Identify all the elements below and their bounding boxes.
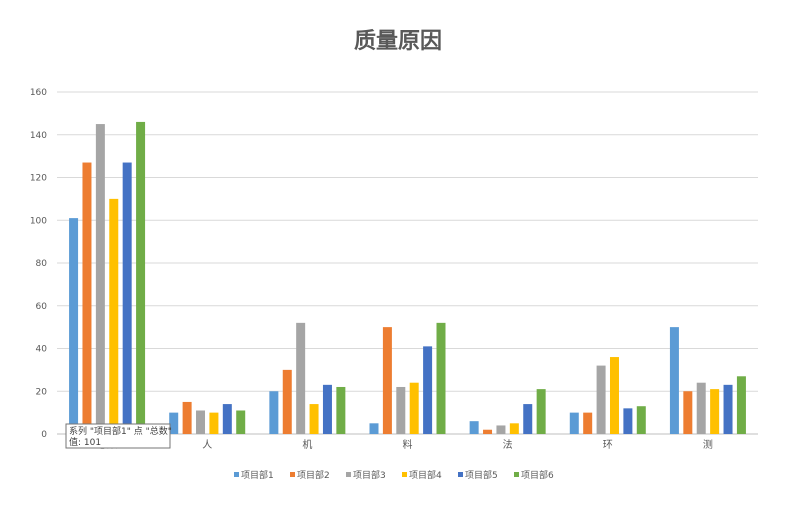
bar: [222, 404, 232, 434]
bar: [169, 412, 179, 434]
legend-label: 项目部4: [409, 469, 442, 481]
y-tick-label: 60: [36, 302, 48, 312]
bar: [509, 423, 519, 434]
bar: [369, 423, 379, 434]
bar: [723, 384, 733, 434]
y-tick-label: 160: [30, 88, 47, 98]
y-axis-tick-labels: 0 20 40 60 80 100 120 140 160: [30, 88, 47, 440]
bar: [436, 322, 446, 434]
bar: [82, 162, 92, 434]
bar: [736, 376, 746, 434]
chart-title: 质量原因: [354, 28, 442, 54]
bar: [523, 404, 533, 434]
x-category-label: 法: [503, 438, 513, 451]
bar: [710, 389, 720, 434]
y-tick-label: 80: [36, 259, 48, 269]
bar: [596, 365, 606, 434]
legend-swatch: [402, 472, 407, 477]
y-tick-label: 120: [30, 174, 47, 184]
bar: [296, 322, 306, 434]
bar: [236, 410, 246, 434]
gridlines: [57, 91, 758, 435]
x-category-label: 环: [603, 440, 613, 451]
bar: [669, 327, 679, 434]
legend: 项目部1 项目部2 项目部3 项目部4 项目部5 项目部6: [234, 469, 554, 481]
bar: [683, 391, 693, 434]
legend-swatch: [346, 472, 351, 477]
bar: [182, 401, 192, 434]
bar: [583, 412, 593, 434]
bar: [336, 386, 346, 434]
legend-label: 项目部6: [521, 469, 554, 481]
bar: [69, 218, 79, 434]
bar: [196, 410, 206, 434]
bar: [269, 391, 279, 434]
tooltip-line-series: 系列 "项目部1" 点 "总数": [69, 425, 172, 437]
bar: [536, 389, 546, 434]
bar: [122, 162, 132, 434]
bar: [469, 421, 479, 434]
bar: [209, 412, 219, 434]
bar: [309, 404, 319, 434]
legend-swatch: [290, 472, 295, 477]
bar: [382, 327, 392, 434]
legend-swatch: [234, 472, 239, 477]
bar: [322, 384, 332, 434]
bar: [483, 429, 493, 434]
legend-label: 项目部1: [241, 469, 274, 481]
y-tick-label: 0: [41, 430, 47, 440]
bar: [136, 121, 146, 435]
legend-swatch: [458, 472, 463, 477]
bar: [623, 408, 633, 434]
bar: [496, 425, 506, 434]
tooltip-box: [65, 423, 171, 449]
bar: [696, 382, 706, 434]
bar: [109, 198, 119, 434]
bar: [569, 412, 579, 434]
legend-label: 项目部5: [465, 469, 498, 481]
y-tick-label: 40: [36, 345, 48, 355]
y-tick-label: 140: [30, 131, 47, 141]
x-category-label: 测: [703, 438, 713, 451]
x-category-label: 机: [302, 438, 312, 451]
bar: [636, 406, 646, 434]
bars: [69, 121, 746, 435]
x-axis-category-labels: 总数人机料法环测: [97, 438, 713, 451]
bar: [409, 382, 419, 434]
y-tick-label: 20: [36, 387, 48, 397]
bar: [95, 124, 105, 434]
data-tooltip: 系列 "项目部1" 点 "总数" 值: 101: [65, 423, 172, 449]
bar: [423, 346, 433, 434]
bar: [282, 369, 292, 434]
bar: [609, 357, 619, 434]
bar: [396, 386, 406, 434]
x-category-label: 人: [202, 439, 212, 451]
tooltip-line-value: 值: 101: [69, 436, 101, 448]
legend-swatch: [514, 472, 519, 477]
legend-label: 项目部2: [297, 469, 330, 481]
y-tick-label: 100: [30, 216, 47, 226]
legend-label: 项目部3: [353, 469, 386, 481]
x-category-label: 料: [403, 438, 413, 451]
